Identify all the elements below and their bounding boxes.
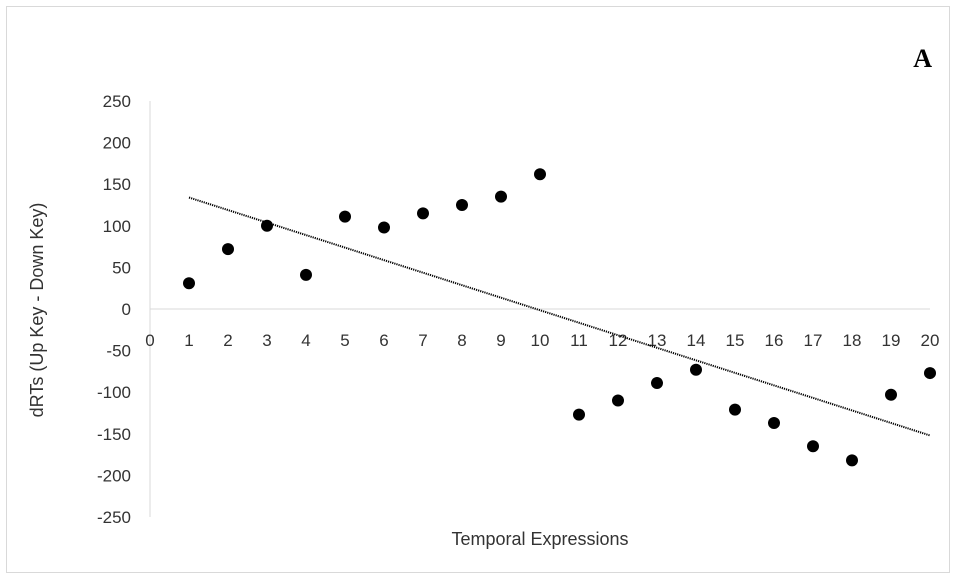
x-tick-label: 2 — [223, 331, 232, 350]
x-tick-label: 10 — [531, 331, 550, 350]
chart-area — [6, 6, 950, 573]
data-point — [222, 243, 234, 256]
panel-label: A — [913, 44, 932, 73]
data-point — [651, 377, 663, 390]
data-point — [924, 367, 936, 380]
x-tick-label: 9 — [496, 331, 505, 350]
x-tick-label: 18 — [843, 331, 862, 350]
data-point — [456, 199, 468, 211]
data-point — [261, 219, 273, 232]
data-point — [573, 408, 585, 421]
y-tick-label: 100 — [103, 217, 131, 236]
y-tick-label: -250 — [97, 508, 131, 527]
data-points — [183, 168, 936, 467]
x-tick-label: 4 — [301, 331, 310, 350]
data-point — [534, 168, 546, 181]
x-tick-label: 16 — [765, 331, 784, 350]
data-point — [183, 277, 195, 290]
data-point — [807, 440, 819, 453]
x-tick-label: 14 — [687, 331, 706, 350]
x-tick-label: 17 — [804, 331, 823, 350]
data-point — [495, 190, 507, 203]
data-point — [339, 210, 351, 223]
data-point — [690, 363, 702, 376]
x-tick-label: 1 — [184, 331, 193, 350]
y-axis-title: dRTs (Up Key - Down Key) — [27, 203, 47, 418]
data-point — [378, 221, 390, 234]
data-point — [885, 388, 897, 401]
x-tick-label: 15 — [726, 331, 745, 350]
x-axis-title: Temporal Expressions — [451, 529, 628, 549]
data-point — [300, 268, 312, 281]
x-tick-label: 12 — [609, 331, 628, 350]
data-point — [417, 207, 429, 220]
x-tick-label: 6 — [379, 331, 388, 350]
y-tick-label: -200 — [97, 466, 131, 485]
x-tick-label: 11 — [570, 331, 588, 350]
trendline — [188, 196, 931, 437]
y-tick-label: 150 — [103, 175, 131, 194]
y-tick-label: 250 — [103, 92, 131, 111]
data-point — [729, 403, 741, 416]
y-tick-label: 200 — [103, 134, 131, 153]
y-tick-label: -100 — [97, 383, 131, 402]
data-point — [768, 416, 780, 429]
x-tick-label: 19 — [882, 331, 901, 350]
x-tick-label: 3 — [262, 331, 271, 350]
y-tick-label: 0 — [122, 300, 131, 319]
x-tick-label: 7 — [418, 331, 427, 350]
data-point — [846, 454, 858, 467]
x-axis-ticks: 0 1 2 3 4 5 6 7 8 9 10 11 12 13 14 15 16 17 18 19 20 — [145, 331, 939, 350]
data-point — [612, 394, 624, 407]
x-tick-label: 8 — [457, 331, 466, 350]
y-axis-ticks: 250 200 150 100 50 0 -50 -100 -150 -200 -250 — [97, 92, 131, 527]
y-tick-label: -50 — [106, 342, 131, 361]
x-tick-label: 20 — [921, 331, 940, 350]
y-tick-label: 50 — [112, 258, 131, 277]
x-tick-label: 5 — [340, 331, 349, 350]
y-tick-label: -150 — [97, 425, 131, 444]
x-tick-label: 0 — [145, 331, 154, 350]
